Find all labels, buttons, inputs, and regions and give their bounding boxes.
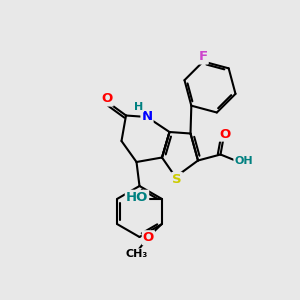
Text: O: O (143, 231, 154, 244)
Text: OH: OH (234, 155, 253, 166)
Text: H: H (134, 101, 143, 112)
Text: N: N (141, 110, 153, 123)
Text: HO: HO (126, 191, 148, 204)
Text: O: O (219, 128, 231, 141)
Text: O: O (101, 92, 113, 106)
Text: S: S (172, 173, 182, 186)
Text: CH₃: CH₃ (126, 249, 148, 259)
Text: F: F (199, 50, 208, 64)
